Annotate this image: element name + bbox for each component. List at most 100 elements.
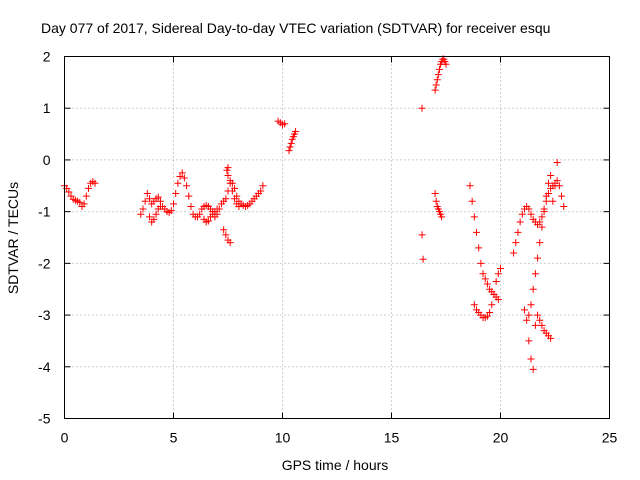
data-point <box>226 179 234 187</box>
data-point <box>538 223 546 231</box>
data-point <box>178 169 186 177</box>
data-point <box>477 259 485 267</box>
plot-frame <box>64 56 610 419</box>
data-point <box>510 249 518 257</box>
data-point <box>170 200 177 208</box>
data-point <box>536 239 544 247</box>
data-point <box>518 210 526 218</box>
data-point <box>538 213 546 221</box>
data-point <box>139 205 147 213</box>
data-point <box>174 179 182 187</box>
data-point <box>536 316 544 324</box>
data-point <box>492 277 500 285</box>
data-point <box>470 213 478 221</box>
data-point <box>531 270 539 278</box>
data-point <box>146 195 154 203</box>
data-point <box>486 308 494 316</box>
data-point <box>534 254 542 262</box>
data-point <box>257 187 265 195</box>
data-point <box>292 127 300 135</box>
data-point <box>419 255 427 263</box>
data-point <box>466 182 474 190</box>
data-point <box>82 192 90 200</box>
data-point <box>540 208 548 216</box>
data-point <box>470 301 478 309</box>
data-point <box>220 226 228 234</box>
data-point <box>560 202 568 210</box>
data-point <box>152 210 160 218</box>
y-tick-label: 2 <box>43 49 51 65</box>
data-point <box>494 296 502 304</box>
x-tick-label: 25 <box>602 430 618 446</box>
x-tick-label: 0 <box>61 430 69 446</box>
y-tick-label: -4 <box>38 359 51 375</box>
data-point <box>418 231 426 239</box>
x-tick-label: 10 <box>275 430 291 446</box>
data-point <box>183 182 191 190</box>
data-point <box>525 311 533 319</box>
x-tick-label: 20 <box>493 430 509 446</box>
y-tick-label: -1 <box>38 204 51 220</box>
data-point <box>156 202 164 210</box>
data-point <box>523 316 531 324</box>
data-point <box>488 301 496 309</box>
axis-ticks <box>64 56 610 419</box>
data-point <box>432 197 440 205</box>
data-point <box>285 147 293 155</box>
data-point <box>536 218 544 226</box>
data-point <box>204 217 212 225</box>
data-point <box>433 76 441 84</box>
data-point <box>172 190 180 198</box>
data-point <box>434 71 442 79</box>
data-point <box>146 213 154 221</box>
data-point <box>213 205 221 213</box>
data-point <box>222 231 230 239</box>
data-point <box>547 334 555 342</box>
y-tick-label: -2 <box>38 255 51 271</box>
data-point <box>468 197 476 205</box>
data-point <box>525 337 533 345</box>
data-point <box>281 120 289 128</box>
data-point <box>80 200 88 208</box>
x-tick-label: 15 <box>384 430 400 446</box>
data-point <box>224 171 232 179</box>
data-point <box>483 280 491 288</box>
data-point <box>553 177 561 185</box>
data-point <box>432 81 440 89</box>
data-point <box>516 218 524 226</box>
data-point <box>490 290 498 298</box>
data-point <box>475 244 483 252</box>
data-point <box>558 192 566 200</box>
data-point <box>167 207 175 215</box>
data-point <box>514 228 522 236</box>
data-point <box>438 213 446 221</box>
data-point <box>479 270 487 278</box>
data-point <box>553 159 561 167</box>
data-point <box>512 239 520 247</box>
data-point <box>547 171 555 179</box>
data-points <box>61 55 568 373</box>
data-point <box>527 355 535 363</box>
data-point <box>185 192 193 200</box>
data-point <box>91 179 99 187</box>
data-point <box>231 195 239 203</box>
data-point <box>76 198 84 206</box>
data-point <box>143 190 151 198</box>
data-point <box>527 210 535 218</box>
data-point <box>180 174 188 182</box>
data-point <box>442 60 450 68</box>
data-point <box>529 365 537 373</box>
chart-title: Day 077 of 2017, Sidereal Day-to-day VTE… <box>41 20 550 36</box>
grid-lines <box>64 56 610 419</box>
data-point <box>141 197 149 205</box>
data-point <box>551 182 559 190</box>
data-point <box>431 86 439 94</box>
data-point <box>259 182 267 190</box>
y-axis-label: SDTVAR / TECUs <box>5 182 21 294</box>
data-point <box>497 265 504 273</box>
data-point <box>542 192 550 200</box>
data-point <box>525 205 533 213</box>
y-tick-label: 0 <box>43 152 51 168</box>
data-point <box>228 187 236 195</box>
